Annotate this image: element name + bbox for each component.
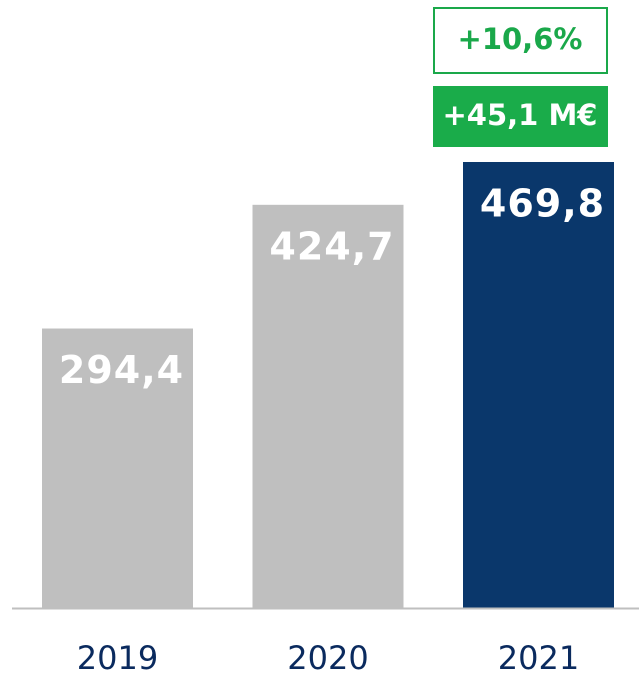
x-tick-label: 2019 bbox=[77, 639, 158, 675]
x-tick-label: 2020 bbox=[287, 639, 368, 675]
value-label: 469,8 bbox=[480, 182, 605, 226]
bar bbox=[42, 328, 193, 608]
bar bbox=[252, 204, 404, 608]
annotation: +10,6% bbox=[458, 22, 583, 56]
bar bbox=[463, 162, 614, 608]
value-label: 294,4 bbox=[59, 348, 184, 392]
annotation-box bbox=[433, 7, 608, 74]
value-label: 424,7 bbox=[269, 224, 394, 268]
x-tick-label: 2021 bbox=[498, 639, 579, 675]
annotation-box bbox=[433, 86, 608, 147]
annotation: +45,1 M€ bbox=[443, 98, 598, 132]
